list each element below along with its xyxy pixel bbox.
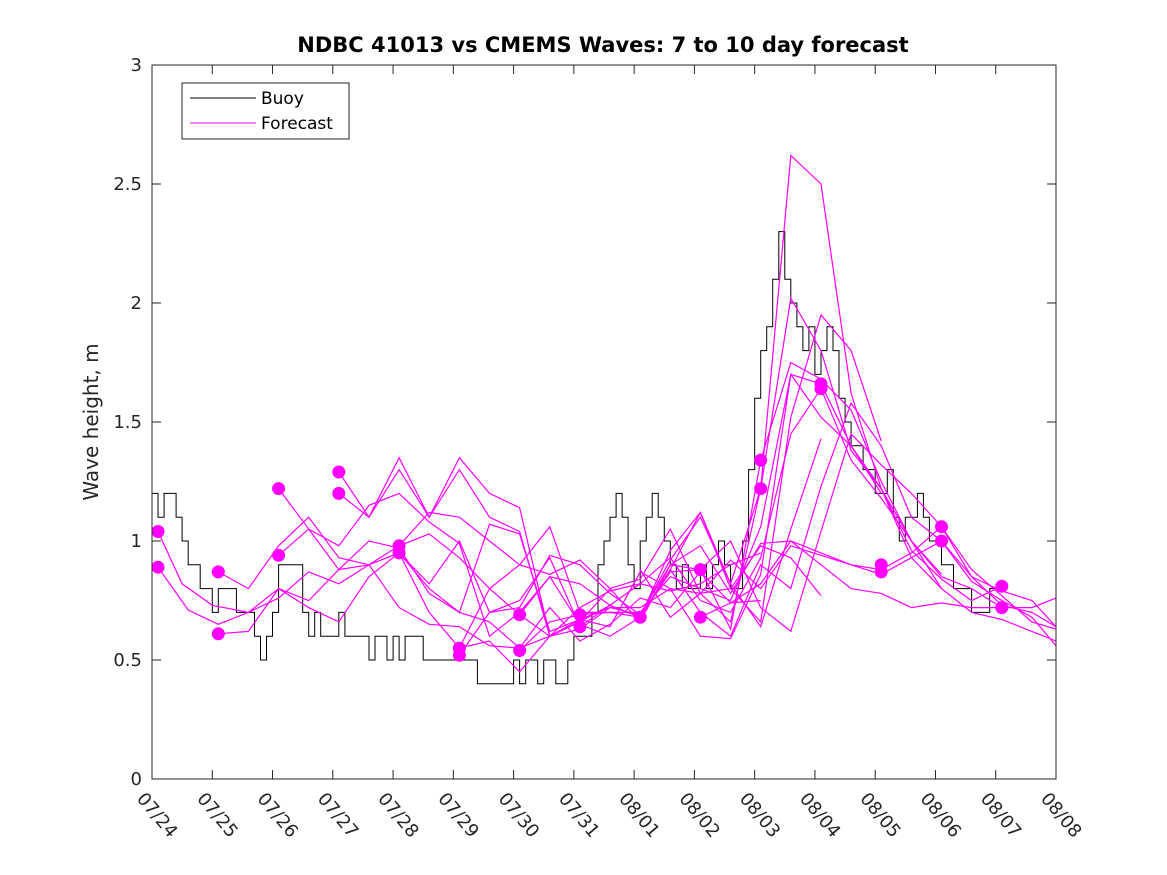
forecast-series-line-13	[519, 432, 1057, 637]
buoy-series-line	[152, 231, 1008, 685]
y-tick-label: 0	[131, 769, 142, 790]
forecast-start-marker	[693, 610, 707, 624]
forecast-start-marker	[633, 610, 647, 624]
x-tick-label: 07/28	[373, 789, 422, 842]
legend-forecast-label: Forecast	[261, 114, 333, 134]
x-tick-label: 07/25	[192, 789, 241, 842]
forecast-start-marker	[814, 382, 828, 396]
forecast-start-marker	[995, 579, 1009, 593]
forecast-series-line-12	[458, 387, 1057, 656]
x-tick-label: 07/27	[313, 789, 362, 842]
x-tick-label: 08/03	[735, 789, 784, 842]
x-tick-label: 08/08	[1036, 789, 1085, 842]
legend-buoy-label: Buoy	[261, 89, 304, 109]
series-layer	[152, 154, 1057, 685]
forecast-start-marker	[151, 560, 165, 574]
forecast-start-marker	[392, 546, 406, 560]
forecast-start-marker	[935, 520, 948, 534]
forecast-start-marker	[874, 565, 888, 579]
forecast-start-marker	[754, 482, 768, 496]
forecast-series-line-10	[398, 539, 1002, 616]
forecast-series-line-4	[218, 438, 822, 635]
forecast-start-marker	[211, 627, 225, 641]
x-tick-label: 08/05	[855, 789, 904, 842]
forecast-start-marker	[151, 525, 165, 538]
x-tick-label: 07/29	[433, 789, 482, 842]
forecast-start-marker	[211, 565, 225, 579]
forecast-start-marker	[452, 648, 466, 662]
forecast-series-line-14	[519, 401, 1057, 651]
chart-title: NDBC 41013 vs CMEMS Waves: 7 to 10 day f…	[297, 33, 908, 57]
forecast-start-marker	[513, 644, 527, 657]
x-tick-label: 08/06	[916, 789, 965, 842]
y-tick-label: 1	[131, 531, 142, 552]
forecast-start-marker	[513, 608, 527, 622]
y-tick-label: 2	[131, 293, 142, 314]
forecast-start-marker	[332, 465, 346, 479]
y-axis-label: Wave height, m	[79, 343, 103, 500]
y-tick-label: 0.5	[113, 650, 142, 671]
forecast-start-marker	[272, 548, 286, 562]
y-tick-label: 3	[131, 55, 142, 76]
y-tick-label: 1.5	[113, 412, 142, 433]
legend-box	[181, 82, 350, 140]
forecast-series-line-1	[157, 531, 761, 649]
x-tick-label: 08/02	[675, 789, 724, 842]
forecast-series-line-6	[278, 372, 882, 640]
forecast-start-marker	[332, 486, 346, 500]
forecast-start-marker	[573, 608, 587, 622]
x-tick-label: 07/24	[132, 789, 181, 842]
forecast-start-marker	[995, 601, 1009, 615]
x-tick-label: 08/04	[795, 789, 844, 842]
y-tick-label: 2.5	[113, 174, 142, 195]
forecast-series-line-11	[458, 373, 1057, 649]
x-tick-label: 07/30	[494, 789, 543, 842]
x-tick-label: 07/31	[554, 789, 603, 842]
forecast-start-marker	[272, 482, 286, 496]
marker-layer	[151, 377, 1009, 662]
forecast-start-marker	[935, 534, 948, 548]
forecast-start-marker	[693, 563, 707, 577]
forecast-start-marker	[754, 453, 768, 467]
x-tick-label: 08/01	[614, 789, 663, 842]
x-tick-label: 07/26	[253, 789, 302, 842]
forecast-start-marker	[573, 620, 587, 634]
plot-area-frame	[151, 64, 1057, 780]
x-tick-label: 08/07	[976, 789, 1025, 842]
legend: Buoy Forecast	[181, 82, 350, 140]
